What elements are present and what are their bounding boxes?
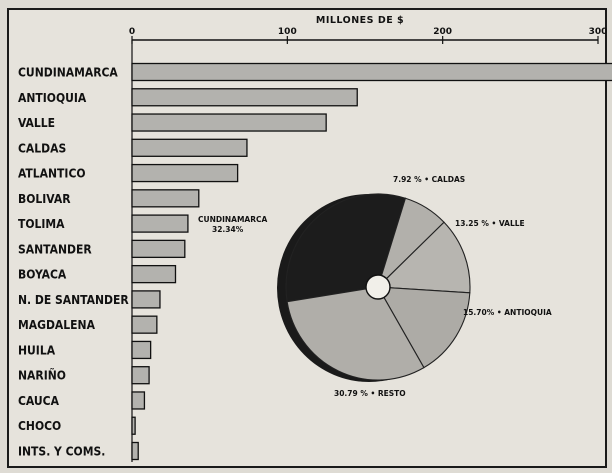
- pie-label-line: 7.92 % • CALDAS: [393, 175, 465, 184]
- category-label: HUILA: [18, 343, 56, 357]
- pie-label: 30.79 % • RESTO: [334, 389, 406, 398]
- category-label: BOLIVAR: [18, 192, 71, 206]
- pie-slice: [377, 286, 471, 369]
- pie-center-hole: [365, 274, 391, 300]
- bar: [131, 214, 189, 233]
- pie-label: 15.70% • ANTIOQUIA: [463, 308, 552, 317]
- pie-label-line: 15.70% • ANTIOQUIA: [463, 308, 552, 317]
- pie-label: 7.92 % • CALDAS: [393, 175, 465, 184]
- category-label: VALLE: [18, 116, 55, 130]
- pie-slice: [286, 286, 425, 381]
- bar: [131, 366, 150, 385]
- x-tick-label: 200: [433, 27, 452, 37]
- bar: [131, 290, 161, 309]
- category-label: NARIÑO: [18, 368, 66, 383]
- category-label: CALDAS: [18, 141, 66, 155]
- pie-chart: [277, 193, 471, 382]
- pie-label-line: 30.79 % • RESTO: [334, 389, 406, 398]
- x-tick-label: 100: [278, 27, 297, 37]
- pie-slice: [376, 221, 471, 294]
- category-label: CAUCA: [18, 394, 60, 408]
- category-label: ATLANTICO: [18, 167, 86, 181]
- bar: [131, 138, 248, 157]
- bar: [131, 62, 612, 82]
- bar: [131, 315, 158, 334]
- bar: [131, 113, 327, 132]
- category-label: BOYACA: [18, 268, 67, 282]
- bar-series: [131, 62, 612, 461]
- category-label: ANTIOQUIA: [18, 91, 87, 105]
- bar: [131, 391, 146, 410]
- pie-label-line: 32.34%: [212, 225, 244, 234]
- bar: [131, 163, 239, 183]
- category-label: MAGDALENA: [18, 318, 96, 332]
- pie-label: CUNDINAMARCA 32.34%: [198, 215, 268, 234]
- x-tick-label: 300: [589, 27, 608, 37]
- bar: [131, 189, 200, 208]
- bar: [131, 88, 358, 107]
- category-labels: CUNDINAMARCA ANTIOQUIA VALLE CALDAS ATLANTIC…: [18, 66, 129, 459]
- category-label: INTS. Y COMS.: [18, 445, 105, 459]
- pie-label-line: 13.25 % • VALLE: [455, 219, 525, 228]
- axis-title: MILLONES DE $: [316, 15, 404, 26]
- category-label: CUNDINAMARCA: [18, 66, 118, 80]
- pie-labels: CUNDINAMARCA 32.34% 7.92 % • CALDAS 13.25 %…: [198, 175, 552, 398]
- category-label: SANTANDER: [18, 242, 92, 256]
- bar: [131, 416, 136, 435]
- bar: [131, 441, 139, 461]
- category-label: N. DE SANTANDER: [18, 293, 129, 307]
- category-label: TOLIMA: [18, 217, 65, 231]
- pie-label-line: CUNDINAMARCA: [198, 215, 268, 224]
- pie-label: 13.25 % • VALLE: [455, 219, 525, 228]
- bar: [131, 239, 186, 259]
- x-tick-label: 0: [129, 27, 135, 37]
- bar: [131, 340, 152, 360]
- bar: [131, 264, 177, 284]
- category-label: CHOCO: [18, 419, 61, 433]
